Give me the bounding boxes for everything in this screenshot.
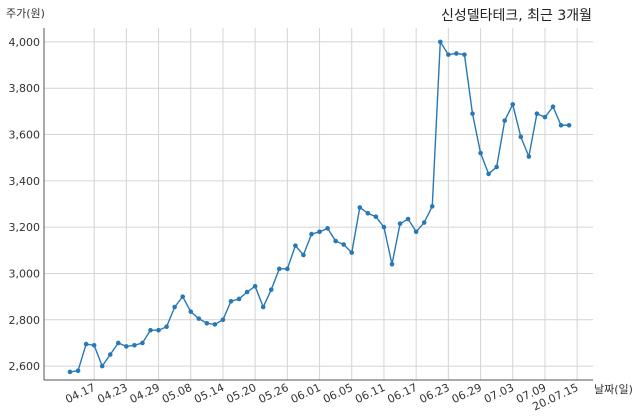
y-tick-labels: 2,600 2,800 3,000 3,200 3,400 3,600 3,800 4,000	[9, 36, 41, 373]
y-tick-label: 3,000	[9, 267, 41, 280]
data-point	[325, 226, 330, 231]
data-point	[67, 369, 73, 375]
data-point	[454, 51, 459, 56]
x-tick-label: 06.29	[450, 381, 484, 406]
data-point	[502, 118, 508, 123]
data-point	[389, 261, 395, 267]
data-point	[349, 250, 355, 255]
data-point	[413, 229, 419, 235]
y-tick-label: 3,400	[9, 175, 41, 188]
data-point	[301, 252, 306, 258]
data-point	[510, 102, 516, 107]
data-point	[244, 289, 250, 295]
data-point	[438, 39, 443, 45]
data-point	[397, 221, 403, 226]
x-tick-label: 06.17	[385, 381, 419, 406]
data-point	[116, 340, 121, 346]
data-point	[486, 171, 491, 177]
x-tick-label: 05.08	[160, 381, 194, 406]
data-point	[478, 150, 483, 156]
data-point	[180, 294, 185, 299]
data-point	[268, 287, 274, 292]
y-tick-label: 2,800	[9, 314, 41, 327]
x-tick-label: 04.29	[128, 381, 162, 406]
data-point	[140, 340, 145, 346]
x-tick-label: 06.01	[289, 381, 323, 406]
data-point	[204, 320, 210, 326]
x-tick-label: 06.05	[321, 381, 355, 406]
x-tick-label: 04.17	[63, 381, 97, 406]
x-tick-label: 05.20	[224, 381, 258, 406]
x-tick-label: 05.14	[192, 381, 226, 406]
data-point	[405, 216, 411, 222]
data-point	[518, 134, 524, 140]
x-tick-label: 07.03	[482, 381, 516, 406]
data-point	[542, 114, 548, 120]
data-point	[172, 304, 177, 310]
data-point	[132, 342, 137, 348]
axes	[43, 28, 593, 381]
data-point	[534, 111, 540, 116]
y-tick-label: 2,600	[9, 360, 41, 373]
data-point	[228, 298, 234, 304]
data-point	[381, 224, 387, 230]
data-point	[365, 210, 371, 216]
y-tick-label: 3,200	[9, 221, 41, 234]
data-point	[156, 327, 161, 333]
data-point	[373, 214, 379, 220]
x-tick-label: 06.23	[418, 381, 452, 406]
data-point	[285, 266, 290, 272]
data-point	[148, 327, 153, 333]
data-point	[277, 266, 282, 272]
data-point	[446, 52, 451, 57]
data-point	[462, 52, 467, 57]
chart-title: 신성델타테크, 최근 3개월	[441, 8, 592, 24]
data-point	[196, 316, 202, 321]
data-point	[252, 283, 258, 289]
y-tick-label: 3,800	[9, 82, 41, 95]
grid-lines	[44, 28, 593, 380]
x-tick-label: 04.23	[96, 381, 130, 406]
x-axis-title: 날짜(일)	[594, 382, 633, 396]
data-point	[236, 296, 242, 302]
data-point	[333, 238, 338, 244]
data-point	[526, 154, 532, 159]
data-point	[341, 242, 347, 247]
price-series	[67, 39, 572, 375]
y-tick-label: 3,600	[9, 129, 41, 142]
data-point	[124, 344, 129, 349]
data-point	[566, 122, 572, 128]
data-point	[357, 205, 363, 210]
data-point	[188, 309, 194, 314]
data-point	[317, 229, 322, 235]
y-tick-label: 4,000	[9, 36, 41, 49]
x-tick-label: 06.11	[353, 381, 387, 406]
data-point	[91, 342, 97, 348]
data-point	[429, 204, 435, 209]
data-point	[164, 324, 169, 330]
data-point	[293, 243, 298, 248]
data-point	[107, 352, 113, 357]
data-point	[470, 111, 475, 116]
data-point	[83, 341, 89, 347]
data-point	[558, 122, 564, 128]
data-point	[75, 368, 81, 374]
x-tick-label: 05.26	[257, 381, 291, 406]
data-point	[99, 363, 105, 369]
data-point	[421, 220, 427, 225]
x-tick-labels: 04.1704.2304.2905.0805.1405.2005.2606.01…	[63, 381, 580, 413]
data-point	[550, 104, 556, 110]
data-point	[494, 164, 499, 170]
data-point	[212, 322, 218, 327]
data-point	[260, 304, 266, 310]
data-point	[220, 317, 226, 323]
y-axis-title: 주가(원)	[6, 7, 45, 20]
data-point	[309, 231, 314, 237]
